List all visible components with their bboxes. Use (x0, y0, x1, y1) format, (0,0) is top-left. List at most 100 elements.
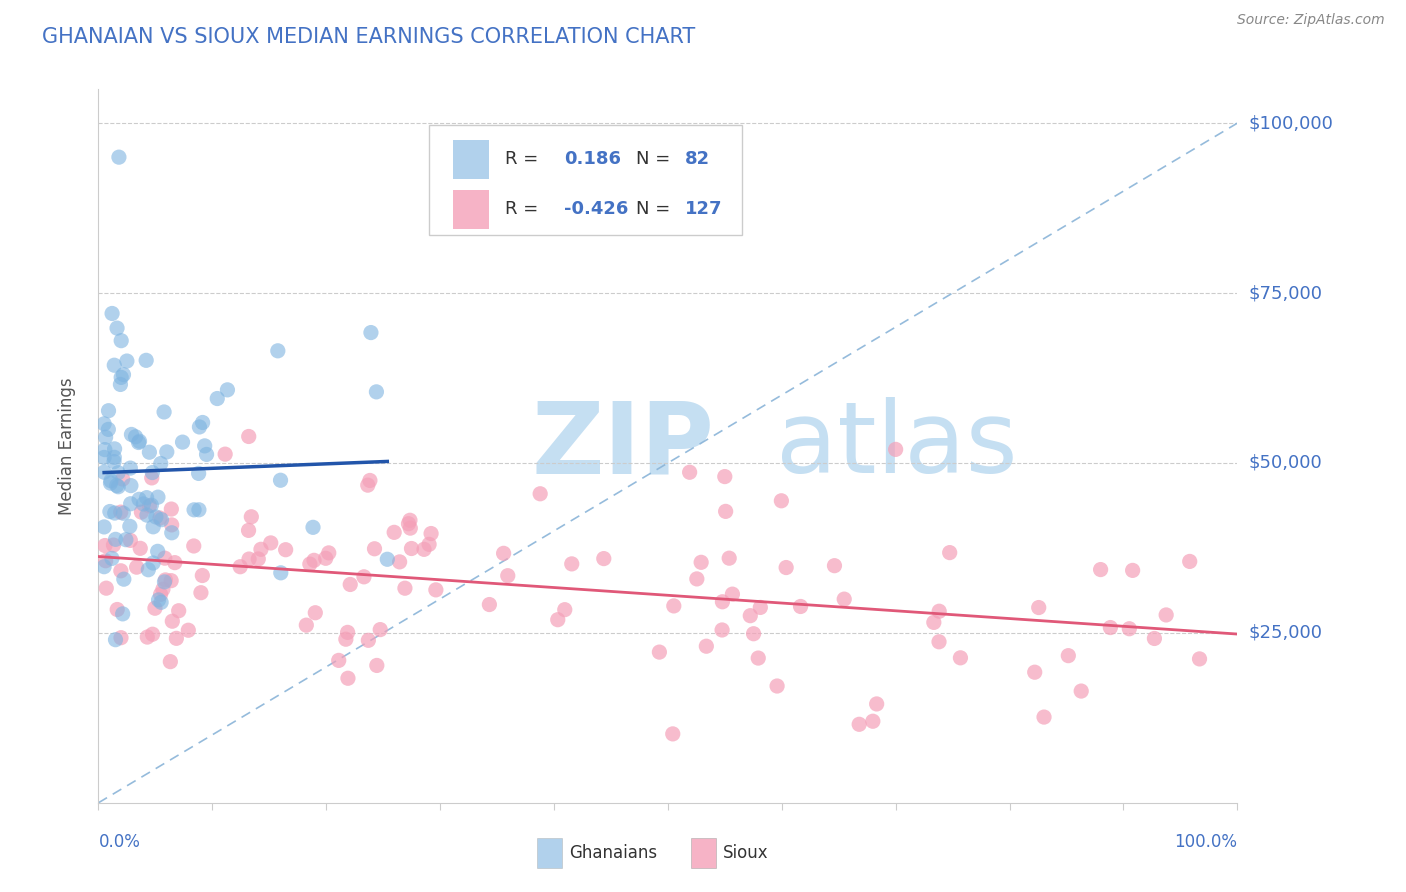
Point (177, 624, 200, 638)
Point (146, 490, 169, 504)
Text: 0.0%: 0.0% (98, 833, 141, 851)
Point (1057, 648, 1080, 663)
Point (118, 519, 141, 533)
Text: N =: N = (636, 151, 671, 169)
Point (238, 524, 260, 538)
Point (110, 505, 132, 519)
Point (678, 465, 700, 479)
Point (194, 439, 217, 453)
Point (149, 511, 172, 525)
Point (267, 343, 290, 358)
Point (103, 454, 125, 468)
Point (413, 542, 436, 557)
Point (110, 377, 132, 392)
Point (775, 560, 797, 574)
Point (160, 574, 183, 588)
Point (97, 403, 120, 417)
Point (136, 508, 159, 522)
Point (217, 383, 239, 397)
Point (145, 510, 167, 524)
Text: $50,000: $50,000 (1249, 454, 1322, 472)
Point (195, 447, 218, 461)
Point (159, 655, 181, 669)
Point (302, 520, 325, 534)
Point (1070, 684, 1092, 698)
Text: 100.0%: 100.0% (1174, 833, 1237, 851)
Point (105, 478, 128, 492)
Point (238, 429, 260, 443)
Point (335, 632, 357, 647)
Point (183, 539, 205, 553)
Point (848, 717, 870, 731)
Point (388, 555, 411, 569)
Point (1099, 621, 1122, 635)
Point (398, 516, 420, 531)
Text: R =: R = (505, 200, 538, 219)
Point (187, 503, 209, 517)
Point (112, 572, 135, 586)
Point (148, 593, 170, 607)
Point (94, 539, 117, 553)
Point (1143, 632, 1166, 646)
Point (115, 354, 138, 368)
Point (190, 585, 212, 599)
Point (98, 504, 121, 518)
Point (529, 487, 551, 501)
Point (662, 599, 685, 613)
Text: -0.426: -0.426 (564, 200, 628, 219)
Point (153, 551, 176, 566)
Point (766, 679, 789, 693)
Point (240, 509, 263, 524)
Text: $100,000: $100,000 (1249, 114, 1333, 132)
Point (108, 150, 131, 164)
Text: $75,000: $75,000 (1249, 284, 1323, 302)
Point (100, 476, 122, 491)
Point (94, 430, 117, 444)
Point (136, 563, 159, 577)
Point (128, 435, 150, 450)
Point (478, 598, 501, 612)
Point (648, 645, 671, 659)
Point (146, 544, 169, 558)
Point (128, 434, 150, 449)
Point (661, 727, 683, 741)
Point (149, 457, 172, 471)
Point (167, 604, 190, 618)
Point (382, 525, 405, 540)
Point (207, 392, 229, 406)
Text: Source: ZipAtlas.com: Source: ZipAtlas.com (1237, 13, 1385, 28)
Point (103, 358, 125, 372)
Point (191, 568, 214, 582)
Point (115, 533, 138, 547)
Point (928, 634, 950, 648)
Point (315, 551, 337, 566)
Point (399, 513, 422, 527)
Point (100, 474, 122, 488)
Point (721, 587, 744, 601)
Point (191, 416, 214, 430)
Point (104, 632, 127, 647)
Point (131, 505, 153, 519)
Point (105, 321, 128, 335)
Point (142, 520, 165, 534)
Point (832, 592, 855, 607)
Point (740, 608, 762, 623)
Point (97, 422, 120, 436)
Point (93, 465, 115, 479)
Point (96, 581, 118, 595)
Point (125, 560, 148, 574)
Point (375, 552, 398, 566)
Point (250, 542, 273, 557)
Point (418, 537, 440, 551)
Point (120, 497, 142, 511)
Point (107, 480, 129, 494)
Point (160, 502, 183, 516)
Point (183, 503, 205, 517)
Point (120, 478, 142, 492)
Point (401, 541, 423, 556)
Point (150, 513, 173, 527)
Point (714, 504, 737, 518)
Point (103, 450, 125, 465)
Point (824, 558, 846, 573)
Point (695, 639, 717, 653)
